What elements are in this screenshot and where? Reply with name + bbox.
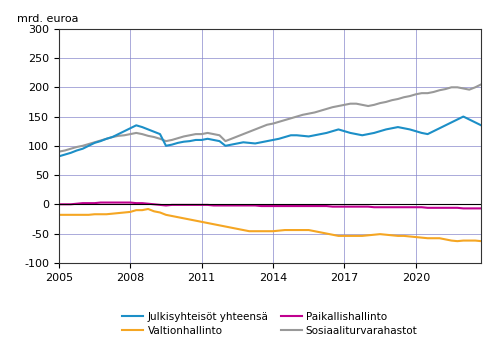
Valtionhallinto	[56, 213, 62, 217]
Paikallishallinto	[490, 207, 491, 211]
Legend: Julkisyhteisöt yhteensä, Valtionhallinto, Paikallishallinto, Sosiaaliturvarahast: Julkisyhteisöt yhteensä, Valtionhallinto…	[118, 308, 422, 340]
Line: Valtionhallinto: Valtionhallinto	[59, 209, 491, 242]
Sosiaaliturvarahastot	[300, 113, 306, 117]
Paikallishallinto	[306, 204, 312, 208]
Valtionhallinto	[109, 212, 115, 216]
Line: Paikallishallinto: Paikallishallinto	[59, 203, 491, 214]
Paikallishallinto	[68, 202, 74, 207]
Julkisyhteisöt yhteensä	[56, 154, 62, 158]
Text: mrd. euroa: mrd. euroa	[17, 14, 78, 24]
Sosiaaliturvarahastot	[442, 87, 448, 91]
Julkisyhteisöt yhteensä	[80, 147, 85, 151]
Paikallishallinto	[448, 206, 454, 210]
Sosiaaliturvarahastot	[109, 135, 115, 139]
Line: Julkisyhteisöt yhteensä: Julkisyhteisöt yhteensä	[59, 104, 491, 156]
Sosiaaliturvarahastot	[56, 149, 62, 154]
Sosiaaliturvarahastot	[68, 147, 74, 151]
Sosiaaliturvarahastot	[80, 144, 85, 148]
Valtionhallinto	[306, 228, 312, 232]
Paikallishallinto	[115, 201, 121, 205]
Valtionhallinto	[448, 238, 454, 243]
Julkisyhteisöt yhteensä	[484, 126, 490, 130]
Valtionhallinto	[490, 239, 491, 243]
Valtionhallinto	[68, 213, 74, 217]
Valtionhallinto	[80, 213, 85, 217]
Julkisyhteisöt yhteensä	[109, 135, 115, 139]
Julkisyhteisöt yhteensä	[68, 150, 74, 155]
Sosiaaliturvarahastot	[484, 79, 490, 84]
Paikallishallinto	[98, 201, 104, 205]
Julkisyhteisöt yhteensä	[442, 123, 448, 127]
Paikallishallinto	[56, 202, 62, 207]
Line: Sosiaaliturvarahastot: Sosiaaliturvarahastot	[59, 61, 491, 152]
Paikallishallinto	[80, 201, 85, 205]
Julkisyhteisöt yhteensä	[300, 134, 306, 138]
Valtionhallinto	[145, 207, 151, 211]
